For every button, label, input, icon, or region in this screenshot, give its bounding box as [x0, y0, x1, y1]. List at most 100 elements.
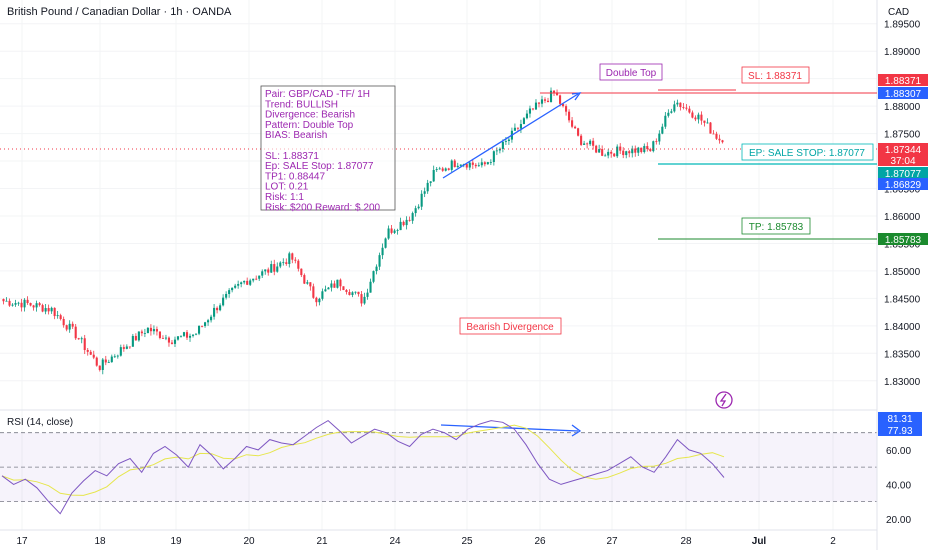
candle-body	[378, 255, 381, 267]
price-tick-label: 1.84000	[884, 322, 921, 333]
candle-body	[143, 333, 146, 334]
candle-body	[607, 151, 610, 156]
candle-body	[450, 160, 453, 170]
candle-body	[279, 262, 282, 267]
candle-body	[276, 266, 279, 272]
candle-body	[667, 112, 670, 116]
candle-body	[59, 315, 62, 320]
candle-body	[62, 319, 65, 326]
candle-body	[191, 334, 195, 336]
candle-body	[435, 169, 438, 170]
candle-body	[381, 247, 384, 256]
price-tick-label: 1.87500	[884, 130, 921, 141]
candle-body	[237, 284, 240, 286]
rsi-indicator	[1, 419, 725, 515]
rsi-trend-arrow[interactable]	[440, 424, 579, 432]
price-tick-label: 1.84500	[884, 294, 921, 305]
candle-body	[468, 162, 471, 168]
candle-body	[649, 149, 652, 152]
info-box[interactable]	[260, 85, 396, 211]
chart-title: British Pound / Canadian Dollar · 1h · O…	[7, 6, 232, 18]
price-badge-text: 1.85783	[885, 235, 922, 246]
price-badge-text: 1.87344	[885, 145, 922, 156]
candle-body	[555, 92, 559, 96]
double-top-label-box[interactable]	[599, 63, 663, 81]
time-axis[interactable]: 17 18 19 20 21 24 25 26 27 28 Jul 2	[16, 536, 836, 547]
time-label: 18	[94, 536, 106, 547]
price-trend-arrow[interactable]	[442, 93, 579, 179]
candle-body	[134, 335, 137, 341]
candle-body	[348, 291, 351, 296]
candle-body	[715, 133, 718, 139]
candle-body	[474, 164, 477, 167]
candle-body	[14, 303, 17, 305]
info-line: BIAS: Bearish	[265, 130, 327, 141]
info-line: Risk: $200 Reward: $ 200	[265, 202, 381, 213]
candle-body	[429, 181, 432, 183]
candle-body	[396, 230, 399, 231]
rsi-axis[interactable]: 60.00 40.00 20.00	[886, 446, 911, 526]
candle-body	[173, 339, 177, 344]
candle-body	[201, 325, 204, 327]
rsi-badge	[878, 412, 922, 424]
candle-body	[267, 269, 270, 273]
candle-body	[637, 147, 640, 153]
double-top-label: Double Top	[606, 68, 657, 79]
candle-body	[682, 107, 685, 108]
candle-body	[255, 278, 258, 280]
candle-body	[417, 206, 420, 209]
sl-label-box[interactable]	[741, 66, 810, 84]
candle-body	[20, 302, 23, 308]
price-badge	[878, 74, 928, 86]
candle-body	[534, 102, 538, 110]
bearish-divergence-label-box[interactable]	[459, 317, 562, 335]
time-label: 21	[316, 536, 328, 547]
candle-body	[315, 297, 318, 303]
candle-body	[107, 362, 110, 363]
grid-lines	[0, 0, 877, 530]
candle-body	[333, 283, 336, 288]
candle-body	[399, 221, 402, 231]
candle-body	[673, 104, 676, 112]
candle-body	[604, 155, 607, 157]
lightning-icon[interactable]	[715, 391, 733, 409]
rsi-arrow-head-icon	[571, 424, 582, 437]
candle-body	[495, 150, 498, 152]
candle-body	[634, 148, 637, 153]
candle-body	[285, 262, 288, 265]
candle-body	[336, 279, 339, 288]
candle-body	[426, 182, 429, 192]
candle-body	[552, 90, 556, 93]
candle-body	[95, 357, 98, 366]
sl-label: SL: 1.88371	[748, 71, 802, 82]
candle-body	[282, 262, 285, 264]
candle-body	[447, 168, 450, 170]
candle-body	[216, 307, 219, 311]
candle-body	[219, 305, 222, 311]
candle-body	[234, 285, 237, 288]
candle-body	[222, 297, 225, 306]
candle-body	[155, 329, 158, 332]
time-label: 24	[389, 536, 401, 547]
candle-body	[312, 286, 315, 298]
candle-body	[646, 146, 649, 150]
currency-label: CAD	[888, 7, 909, 18]
tp-label-box[interactable]	[741, 217, 811, 235]
candle-body	[197, 325, 201, 334]
candle-body	[182, 332, 186, 336]
candle-body	[294, 259, 297, 261]
candle-body	[625, 151, 628, 156]
candle-body	[101, 359, 104, 370]
info-line: Divergence: Bearish	[265, 110, 355, 121]
candle-body	[324, 289, 327, 292]
candle-body	[354, 291, 357, 293]
candle-body	[592, 140, 595, 146]
candle-body	[519, 124, 522, 129]
ep-label-box[interactable]	[741, 143, 874, 161]
price-badge	[878, 143, 928, 155]
candle-body	[225, 293, 228, 298]
candle-body	[167, 337, 171, 343]
